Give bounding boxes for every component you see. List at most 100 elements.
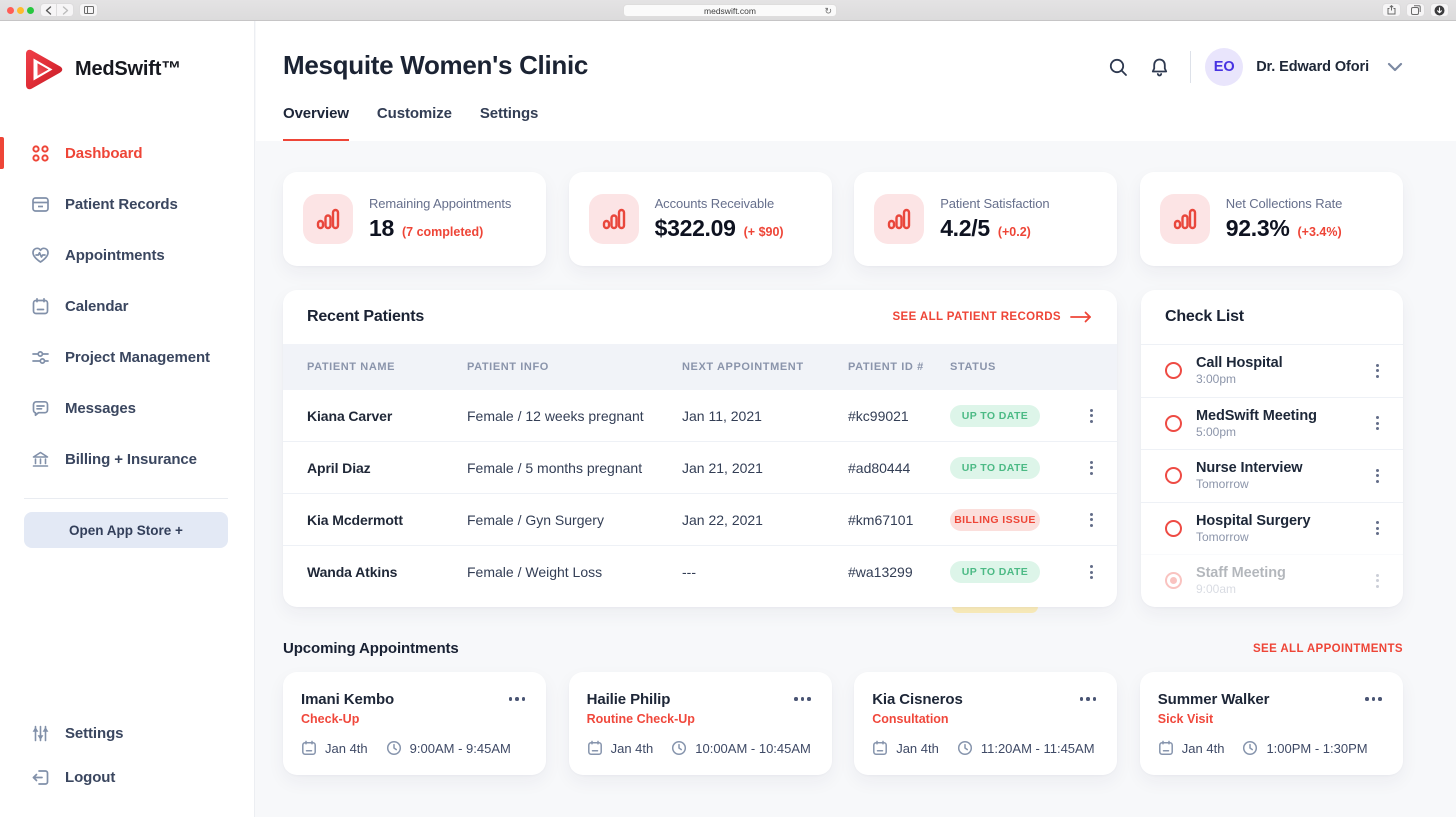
table-row[interactable]: Kiana Carver Female / 12 weeks pregnant … xyxy=(283,390,1117,442)
table-row[interactable]: Wanda Atkins Female / Weight Loss --- #w… xyxy=(283,546,1117,598)
check-list-title: Check List xyxy=(1165,308,1244,325)
item-menu-kebab-icon[interactable] xyxy=(1372,570,1383,592)
appointment-type: Sick Visit xyxy=(1157,712,1214,726)
zoom-window-button[interactable] xyxy=(27,6,34,14)
checkbox-circle[interactable] xyxy=(1165,362,1182,380)
row-menu-kebab-icon[interactable] xyxy=(1086,405,1097,427)
check-item-time: Tomorrow xyxy=(1196,477,1249,492)
minimize-window-button[interactable] xyxy=(17,6,24,14)
browser-share-button[interactable] xyxy=(1382,3,1401,17)
check-list-item[interactable]: Call Hospital 3:00pm xyxy=(1141,344,1403,397)
card-menu-ellipsis-icon[interactable] xyxy=(1362,694,1385,704)
item-menu-kebab-icon[interactable] xyxy=(1372,517,1383,539)
browser-address-bar[interactable]: medswift.com ↻ xyxy=(623,4,837,17)
check-item-title: Hospital Surgery xyxy=(1196,512,1311,529)
sidebar: MedSwift™ Dashboard Patient Records xyxy=(0,21,255,817)
sidebar-item-label: Dashboard xyxy=(65,145,143,162)
card-menu-ellipsis-icon[interactable] xyxy=(1077,694,1100,704)
tab-customize[interactable]: Customize xyxy=(376,105,452,122)
appointment-patient-name: Summer Walker xyxy=(1157,691,1270,708)
recent-patients-card: Recent Patients SEE ALL PATIENT RECORDS … xyxy=(283,290,1117,607)
check-list-item-completed[interactable]: Staff Meeting 9:00am xyxy=(1141,554,1403,607)
bank-icon xyxy=(31,450,50,469)
traffic-lights xyxy=(7,6,34,14)
patient-info: Female / Gyn Surgery xyxy=(467,511,604,528)
browser-forward-button[interactable] xyxy=(57,3,74,17)
stat-label: Remaining Appointments xyxy=(369,196,512,211)
row-menu-kebab-icon[interactable] xyxy=(1086,457,1097,479)
item-menu-kebab-icon[interactable] xyxy=(1372,465,1383,487)
sidebar-footer: Settings Logout xyxy=(0,711,254,799)
sidebar-item-patient-records[interactable]: Patient Records xyxy=(0,179,254,230)
stat-note: (7 completed) xyxy=(401,225,484,239)
patient-name: April Diaz xyxy=(307,459,371,476)
chevron-down-icon[interactable] xyxy=(1387,62,1403,72)
sidebar-item-billing-insurance[interactable]: Billing + Insurance xyxy=(0,434,254,485)
browser-back-button[interactable] xyxy=(40,3,57,17)
sidebar-item-project-management[interactable]: Project Management xyxy=(0,332,254,383)
appointment-card[interactable]: Kia Cisneros Consultation Jan 4th 11:20A… xyxy=(854,672,1118,775)
item-menu-kebab-icon[interactable] xyxy=(1372,412,1383,434)
notifications-bell-icon[interactable] xyxy=(1148,56,1170,78)
stat-value: 92.3% xyxy=(1225,215,1290,241)
appointments-row: Imani Kembo Check-Up Jan 4th 9:00AM - 9:… xyxy=(283,672,1403,775)
close-window-button[interactable] xyxy=(7,6,14,14)
browser-downloads-button[interactable] xyxy=(1430,3,1449,17)
tab-settings[interactable]: Settings xyxy=(479,105,539,122)
search-icon[interactable] xyxy=(1107,56,1129,78)
appointment-time: 1:00PM - 1:30PM xyxy=(1266,740,1368,756)
sidebar-item-appointments[interactable]: Appointments xyxy=(0,230,254,281)
arrow-right-icon xyxy=(1070,311,1091,323)
user-avatar[interactable]: EO xyxy=(1205,48,1244,86)
appointment-time: 10:00AM - 10:45AM xyxy=(695,740,811,756)
appointment-date: Jan 4th xyxy=(1181,740,1225,756)
records-box-icon xyxy=(31,195,50,214)
table-row[interactable]: Kia Mcdermott Female / Gyn Surgery Jan 2… xyxy=(283,494,1117,546)
upcoming-appointments-header: Upcoming Appointments SEE ALL APPOINTMEN… xyxy=(283,640,1403,657)
checkbox-circle-checked[interactable] xyxy=(1165,572,1182,590)
item-menu-kebab-icon[interactable] xyxy=(1372,360,1383,382)
check-list-item[interactable]: MedSwift Meeting 5:00pm xyxy=(1141,396,1403,450)
appointment-type: Check-Up xyxy=(301,712,360,726)
see-all-appointments-link[interactable]: SEE ALL APPOINTMENTS xyxy=(1252,642,1403,655)
logo[interactable]: MedSwift™ xyxy=(24,48,181,91)
card-menu-ellipsis-icon[interactable] xyxy=(506,694,529,704)
checkbox-circle[interactable] xyxy=(1165,519,1182,537)
header-actions: EO Dr. Edward Ofori xyxy=(1107,46,1403,88)
checkbox-circle[interactable] xyxy=(1165,414,1182,432)
open-app-store-button[interactable]: Open App Store + xyxy=(24,512,228,548)
checkbox-circle[interactable] xyxy=(1165,467,1182,485)
see-all-patient-records-link[interactable]: SEE ALL PATIENT RECORDS xyxy=(892,311,1093,323)
check-item-title: MedSwift Meeting xyxy=(1196,407,1317,424)
medswift-logo-icon xyxy=(24,48,63,91)
sidebar-item-settings[interactable]: Settings xyxy=(0,711,254,755)
browser-sidebar-button[interactable] xyxy=(79,3,98,17)
reload-icon[interactable]: ↻ xyxy=(824,6,832,16)
patient-info: Female / Weight Loss xyxy=(467,564,603,580)
card-menu-ellipsis-icon[interactable] xyxy=(791,694,814,704)
sidebar-item-logout[interactable]: Logout xyxy=(0,755,254,799)
logout-icon xyxy=(31,768,50,787)
sidebar-item-dashboard[interactable]: Dashboard xyxy=(0,128,254,179)
active-indicator xyxy=(0,137,4,169)
appointment-type: Routine Check-Up xyxy=(586,712,695,726)
check-list-item[interactable]: Nurse Interview Tomorrow xyxy=(1141,449,1403,502)
sidebar-nav: Dashboard Patient Records Appointments C… xyxy=(0,128,254,485)
sidebar-divider xyxy=(24,498,228,499)
browser-tabs-button[interactable] xyxy=(1406,3,1425,17)
patient-name: Kia Mcdermott xyxy=(307,511,403,528)
bar-chart-icon xyxy=(1159,194,1210,244)
row-menu-kebab-icon[interactable] xyxy=(1086,509,1097,531)
appointment-card[interactable]: Imani Kembo Check-Up Jan 4th 9:00AM - 9:… xyxy=(283,672,546,775)
appointment-card[interactable]: Summer Walker Sick Visit Jan 4th 1:00PM … xyxy=(1139,672,1403,775)
row-menu-kebab-icon[interactable] xyxy=(1086,561,1097,583)
sidebar-item-calendar[interactable]: Calendar xyxy=(0,281,254,332)
table-row[interactable]: April Diaz Female / 5 months pregnant Ja… xyxy=(283,442,1117,494)
sidebar-item-messages[interactable]: Messages xyxy=(0,383,254,434)
table-column-headers: PATIENT NAME PATIENT INFO NEXT APPOINTME… xyxy=(283,344,1117,390)
appointment-card[interactable]: Hailie Philip Routine Check-Up Jan 4th 1… xyxy=(568,672,832,775)
calendar-icon xyxy=(872,740,888,756)
tab-overview[interactable]: Overview xyxy=(283,105,349,142)
check-list-item[interactable]: Hospital Surgery Tomorrow xyxy=(1141,501,1403,555)
next-appointment: Jan 11, 2021 xyxy=(682,407,762,424)
